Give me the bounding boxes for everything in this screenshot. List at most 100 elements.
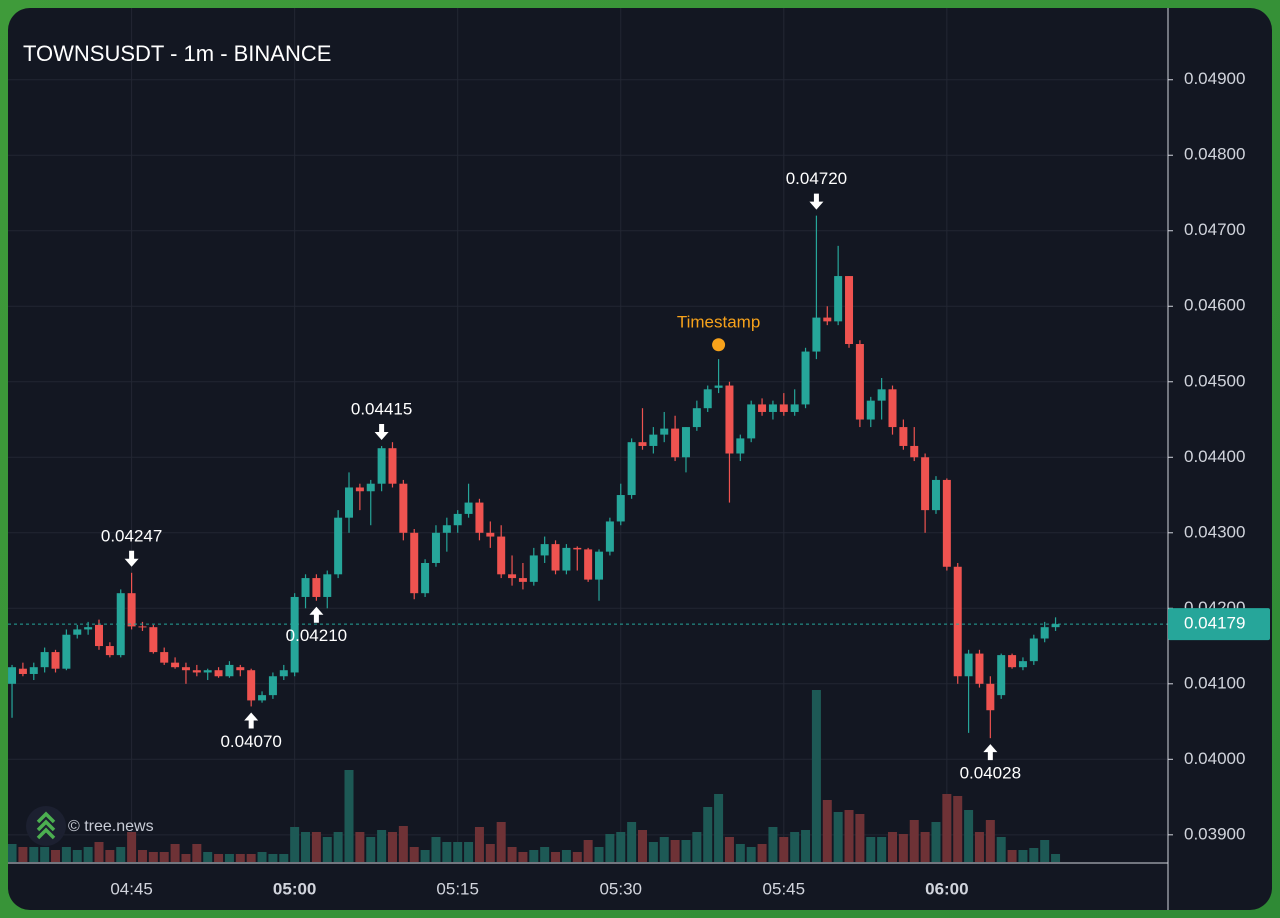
volume-bar [148, 852, 158, 862]
candle-body [149, 627, 158, 653]
volume-bar [974, 832, 984, 862]
candle-body [964, 653, 973, 677]
low-label: 0.04070 [220, 732, 281, 751]
candle-body [877, 389, 886, 401]
volume-bar [398, 826, 408, 862]
x-tick-label: 04:45 [110, 879, 153, 898]
volume-bar [507, 847, 517, 862]
candle-body [681, 427, 690, 458]
arrow-down [374, 423, 389, 440]
volume-bar [1018, 850, 1028, 862]
low-label: 0.04210 [286, 626, 347, 645]
candle-body [279, 670, 288, 677]
arrow-up [309, 606, 324, 623]
candle-body [801, 351, 810, 405]
arrow-up [244, 712, 259, 729]
volume-bar [94, 842, 104, 862]
volume-bar [692, 832, 702, 862]
candle-body [975, 653, 984, 684]
volume-bar [203, 852, 213, 862]
x-tick-label: 05:00 [273, 879, 316, 898]
volume [8, 690, 1061, 862]
volume-bar [159, 852, 169, 862]
candle-body [442, 525, 451, 533]
high-label: 0.04247 [101, 526, 162, 545]
candle-body [584, 549, 593, 580]
candle-body [823, 317, 832, 322]
candle-body [768, 404, 777, 412]
candle-body [638, 442, 647, 446]
volume-bar [518, 852, 528, 862]
volume-bar [40, 847, 50, 862]
volume-bar [170, 844, 180, 862]
volume-bar [985, 820, 995, 862]
arrow-up [983, 744, 998, 761]
candle-body [40, 652, 49, 668]
low-label: 0.04028 [960, 764, 1021, 783]
axes: 0.039000.040000.041000.042000.043000.044… [8, 8, 1245, 910]
candle-body [616, 495, 625, 522]
volume-bar [51, 850, 61, 862]
volume-bar [561, 850, 571, 862]
candle-body [486, 532, 495, 537]
volume-bar [627, 822, 637, 862]
volume-bar [833, 812, 843, 862]
candle-body [997, 655, 1006, 696]
volume-bar [703, 807, 713, 862]
candle-body [203, 670, 212, 673]
volume-bar [1040, 840, 1050, 862]
candle-body [551, 544, 560, 571]
volume-bar [953, 796, 963, 862]
high-label: 0.04720 [786, 169, 847, 188]
candle-body [181, 667, 190, 671]
y-tick-label: 0.04400 [1184, 447, 1245, 466]
volume-bar [246, 854, 256, 862]
volume-bar [616, 832, 626, 862]
volume-bar [409, 847, 419, 862]
y-tick-label: 0.04300 [1184, 522, 1245, 541]
volume-bar [648, 842, 658, 862]
candle-body [855, 344, 864, 420]
candle-body [899, 427, 908, 446]
candle-body [1040, 627, 1049, 639]
candle-body [562, 547, 571, 571]
y-tick-label: 0.04800 [1184, 145, 1245, 164]
x-tick-label: 05:45 [763, 879, 806, 898]
candle-body [953, 566, 962, 677]
volume-bar [572, 852, 582, 862]
volume-bar [964, 810, 974, 862]
watermark-text: © tree.news [68, 818, 154, 835]
candle-body [790, 404, 799, 412]
volume-bar [333, 832, 343, 862]
x-tick-label: 05:15 [436, 879, 479, 898]
last-price-label: 0.04179 [1184, 614, 1245, 633]
candle-body [258, 695, 267, 701]
candle-body [888, 389, 897, 428]
candle-body [301, 578, 310, 597]
candle-body [345, 487, 354, 518]
volume-bar [1051, 854, 1061, 862]
volume-bar [735, 844, 745, 862]
volume-bar [866, 837, 876, 862]
high-label: 0.04415 [351, 399, 412, 418]
volume-bar [801, 830, 811, 862]
candles [8, 215, 1060, 739]
volume-bar [496, 822, 506, 862]
x-tick-label: 06:00 [925, 879, 968, 898]
volume-bar [464, 842, 474, 862]
candle-body [845, 276, 854, 345]
candle-body [73, 629, 82, 635]
candle-body [747, 404, 756, 439]
volume-bar [942, 794, 952, 862]
watermark: © tree.news [26, 806, 154, 846]
candle-body [410, 532, 419, 594]
candle-body [921, 457, 930, 511]
volume-bar [377, 830, 387, 862]
candle-body [508, 574, 517, 579]
volume-bar [8, 844, 17, 862]
x-tick-label: 05:30 [599, 879, 642, 898]
y-tick-label: 0.04000 [1184, 749, 1245, 768]
volume-bar [29, 847, 39, 862]
candle-body [171, 662, 180, 668]
volume-bar [909, 820, 919, 862]
